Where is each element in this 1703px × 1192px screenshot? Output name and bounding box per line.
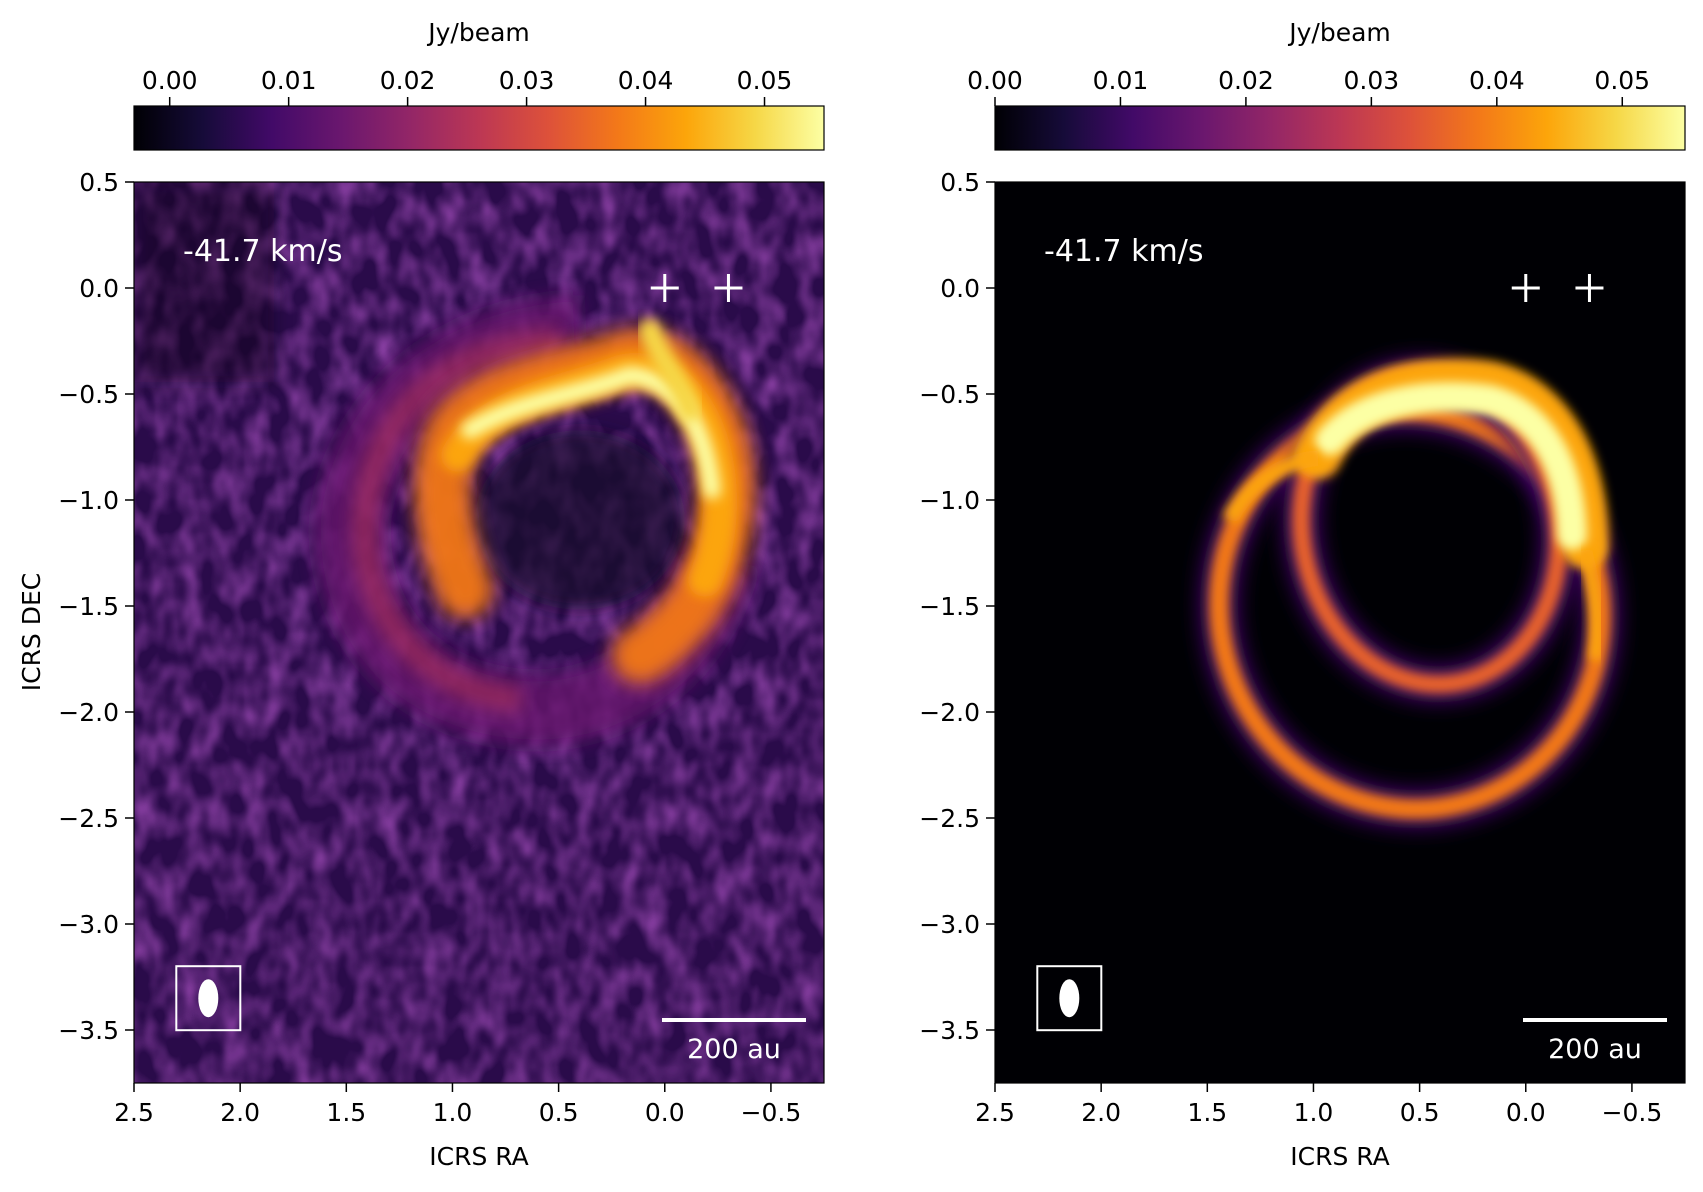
y-tick-label: −2.5 xyxy=(919,804,980,833)
colorbar-tick-label: 0.05 xyxy=(1594,66,1650,95)
x-tick-label: 2.0 xyxy=(220,1098,260,1127)
x-axis-ticks: 2.5 2.0 1.5 1.0 0.5 0.0 −0.5 xyxy=(975,1083,1662,1127)
y-tick-label: 0.5 xyxy=(79,168,119,197)
panel-model: Jy/beam 0.00 0.01 0.02 0.03 0.04 0.05 -41.7 k… xyxy=(919,18,1686,1171)
x-tick-label: 0.5 xyxy=(539,1098,579,1127)
y-tick-label: 0.0 xyxy=(940,274,980,303)
y-tick-label: −1.5 xyxy=(919,592,980,621)
velocity-label: -41.7 km/s xyxy=(1044,234,1204,269)
colorbar-tick-label: 0.02 xyxy=(1218,66,1274,95)
colorbar-label: Jy/beam xyxy=(1287,18,1391,47)
beam-box xyxy=(175,965,242,1032)
y-tick-label: −2.5 xyxy=(58,804,119,833)
colorbar-tick-label: 0.05 xyxy=(737,66,793,95)
colorbar-tick-label: 0.00 xyxy=(142,66,198,95)
y-tick-label: −2.0 xyxy=(919,698,980,727)
colorbar-label: Jy/beam xyxy=(426,18,530,47)
y-tick-label: −1.5 xyxy=(58,592,119,621)
x-axis-ticks: 2.5 2.0 1.5 1.0 0.5 0.0 −0.5 xyxy=(114,1083,801,1127)
y-tick-label: −3.0 xyxy=(58,910,119,939)
colorbar-tick-label: 0.00 xyxy=(967,66,1023,95)
x-tick-label: 0.5 xyxy=(1400,1098,1440,1127)
position-markers xyxy=(650,274,743,302)
colorbar-tick-label: 0.01 xyxy=(261,66,317,95)
colorbar xyxy=(994,105,1686,151)
plus-marker xyxy=(1511,274,1540,302)
colorbar-tick-label: 0.03 xyxy=(1344,66,1400,95)
x-tick-label: 1.0 xyxy=(433,1098,473,1127)
x-tick-label: 1.5 xyxy=(326,1098,366,1127)
x-tick-label: 2.5 xyxy=(114,1098,154,1127)
x-tick-label: −0.5 xyxy=(741,1098,802,1127)
plus-marker xyxy=(1575,274,1604,302)
y-tick-label: −1.0 xyxy=(58,486,119,515)
scale-bar: 200 au xyxy=(662,1018,806,1065)
scale-bar-label: 200 au xyxy=(687,1034,781,1065)
y-tick-label: −0.5 xyxy=(58,380,119,409)
y-tick-label: −3.5 xyxy=(919,1016,980,1045)
scale-bar-label: 200 au xyxy=(1548,1034,1642,1065)
colorbar-tick-label: 0.01 xyxy=(1093,66,1149,95)
y-tick-label: −1.0 xyxy=(919,486,980,515)
x-tick-label: 0.0 xyxy=(1506,1098,1546,1127)
colorbar-tick-label: 0.04 xyxy=(1469,66,1525,95)
plus-marker xyxy=(650,274,679,302)
image-observed: -41.7 km/s 200 au xyxy=(134,182,824,1083)
y-axis-ticks: 0.5 0.0 −0.5 −1.0 −1.5 −2.0 −2.5 −3.0 −3.5 xyxy=(919,168,995,1045)
y-tick-label: 0.5 xyxy=(940,168,980,197)
x-axis-label: ICRS RA xyxy=(429,1142,528,1171)
panel-observed: Jy/beam 0.00 0.01 0.02 0.03 0.04 0.05 -41.7 k… xyxy=(17,18,825,1171)
y-axis-ticks: 0.5 0.0 −0.5 −1.0 −1.5 −2.0 −2.5 −3.0 −3.5 xyxy=(58,168,134,1045)
x-tick-label: 0.0 xyxy=(645,1098,685,1127)
colorbar-tick-label: 0.04 xyxy=(618,66,674,95)
colorbar-ticks: 0.00 0.01 0.02 0.03 0.04 0.05 xyxy=(142,66,792,106)
plus-marker xyxy=(714,274,743,302)
velocity-label: -41.7 km/s xyxy=(183,234,343,269)
colorbar xyxy=(133,105,825,151)
x-axis-label: ICRS RA xyxy=(1290,1142,1389,1171)
x-tick-label: 2.0 xyxy=(1081,1098,1121,1127)
x-tick-label: −0.5 xyxy=(1602,1098,1663,1127)
beam-box xyxy=(1036,965,1103,1032)
image-model: -41.7 km/s 200 au xyxy=(995,182,1685,1083)
y-tick-label: −3.5 xyxy=(58,1016,119,1045)
position-markers xyxy=(1511,274,1604,302)
y-tick-label: −0.5 xyxy=(919,380,980,409)
colorbar-tick-label: 0.02 xyxy=(380,66,436,95)
x-tick-label: 1.0 xyxy=(1294,1098,1334,1127)
y-axis-label: ICRS DEC xyxy=(17,573,46,692)
x-tick-label: 2.5 xyxy=(975,1098,1015,1127)
scale-bar: 200 au xyxy=(1523,1018,1667,1065)
y-tick-label: 0.0 xyxy=(79,274,119,303)
colorbar-ticks: 0.00 0.01 0.02 0.03 0.04 0.05 xyxy=(967,66,1650,106)
x-tick-label: 1.5 xyxy=(1187,1098,1227,1127)
y-tick-label: −3.0 xyxy=(919,910,980,939)
colorbar-tick-label: 0.03 xyxy=(499,66,555,95)
y-tick-label: −2.0 xyxy=(58,698,119,727)
